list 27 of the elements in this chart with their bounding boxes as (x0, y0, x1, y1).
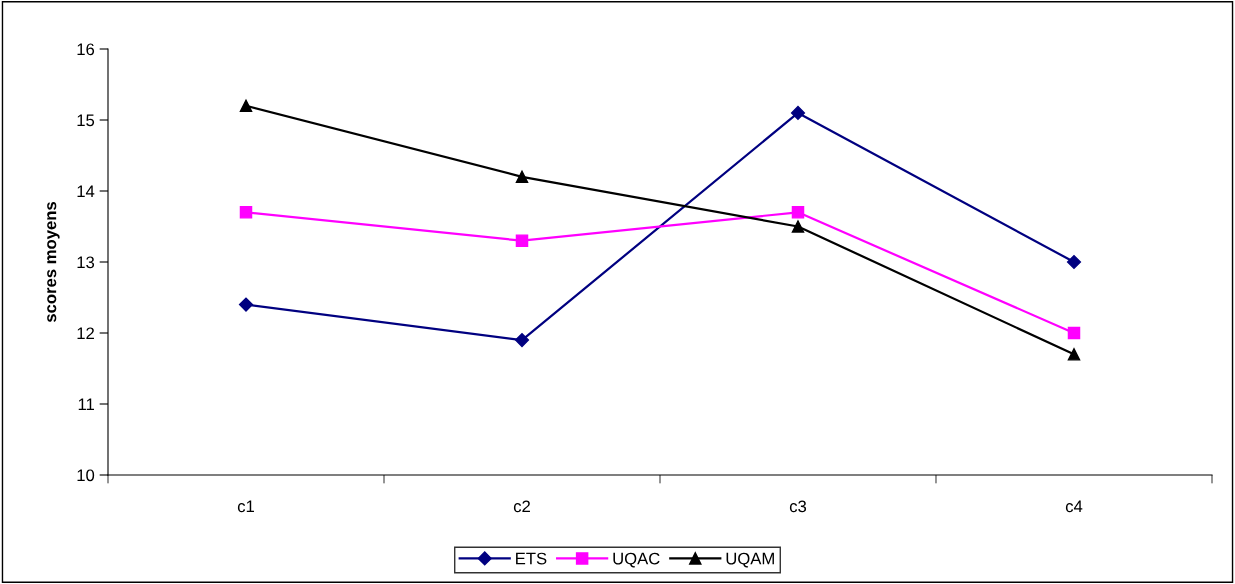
y-tick-label: 14 (77, 185, 95, 198)
point (514, 333, 530, 348)
y-tick-label: 15 (77, 114, 95, 127)
point (791, 206, 805, 219)
y-tick-label: 10 (77, 469, 95, 482)
point (515, 234, 529, 247)
x-tick-label: c1 (237, 500, 254, 513)
point (1067, 348, 1081, 361)
point (791, 220, 805, 233)
legend-label: ETS (516, 552, 547, 565)
x-tick-label: c3 (789, 500, 807, 513)
y-tick-label: 11 (78, 398, 94, 411)
point (1067, 326, 1081, 340)
y-tick-label: 16 (77, 43, 95, 56)
point (239, 99, 253, 113)
legend-label: UQAC (613, 552, 660, 568)
point (790, 105, 806, 120)
point (238, 297, 254, 312)
point (1066, 254, 1082, 270)
y-tick-label: 13 (77, 256, 95, 269)
point (239, 206, 253, 219)
x-tick-label: c4 (1065, 500, 1083, 513)
y-axis-title: scores moyens (47, 202, 60, 323)
point (515, 170, 529, 184)
x-tick-label: c2 (513, 500, 530, 513)
y-tick-label: 12 (77, 327, 94, 340)
legend-label: UQAM (726, 552, 774, 568)
